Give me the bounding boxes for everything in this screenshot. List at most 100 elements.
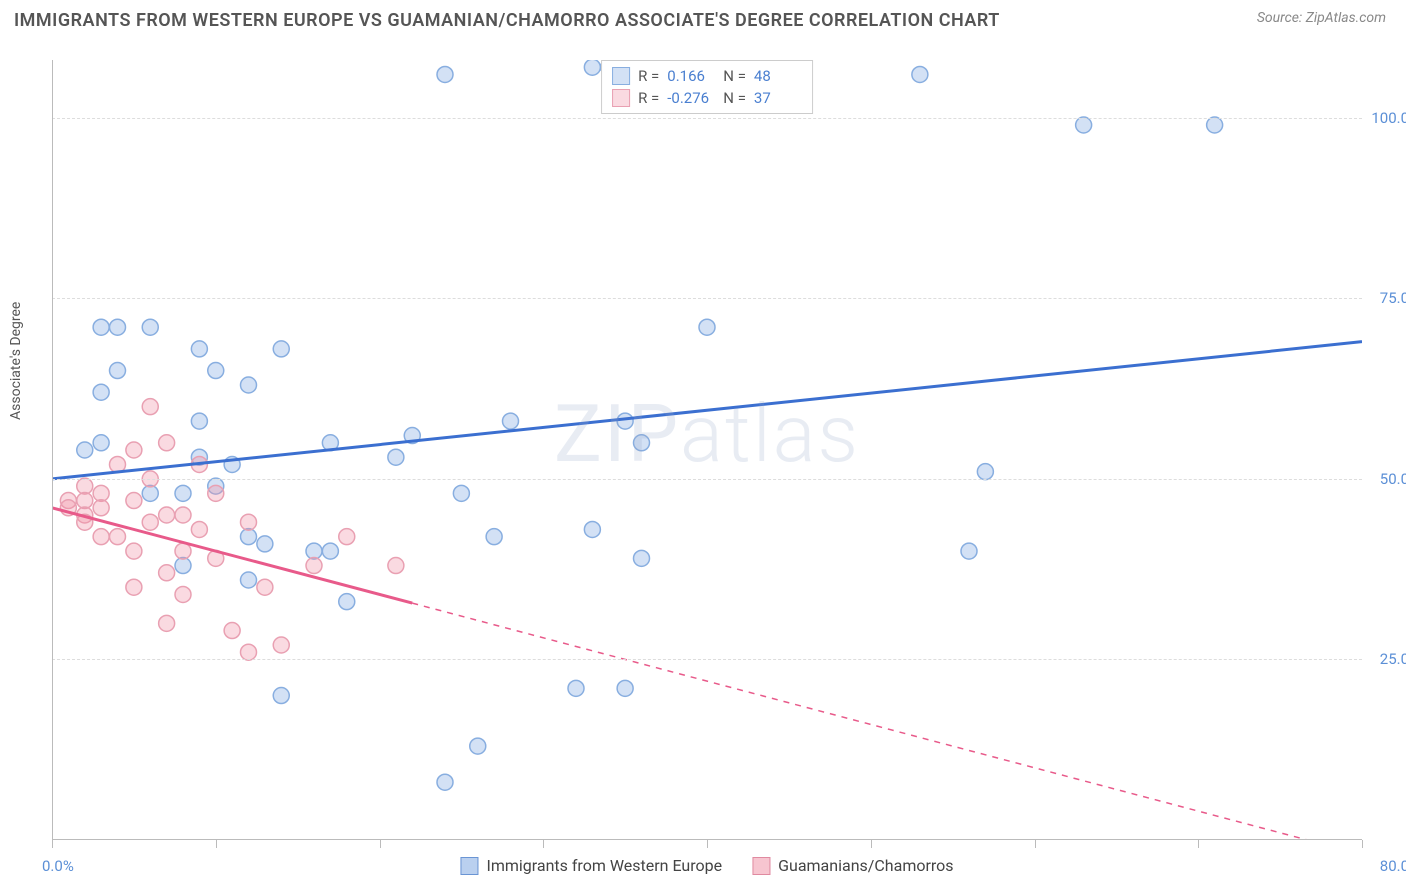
data-point <box>191 341 207 357</box>
data-point <box>339 529 355 545</box>
x-tick <box>1035 840 1036 848</box>
data-point <box>339 594 355 610</box>
data-point <box>142 319 158 335</box>
gridline <box>52 479 1362 480</box>
y-tick-label: 100.0% <box>1371 109 1406 127</box>
y-tick-label: 50.0% <box>1380 470 1406 488</box>
legend-swatch <box>612 89 630 107</box>
x-max-label: 80.0% <box>1380 857 1406 875</box>
data-point <box>191 413 207 429</box>
legend-swatch <box>460 857 478 875</box>
data-point <box>241 514 257 530</box>
data-point <box>175 507 191 523</box>
data-point <box>584 521 600 537</box>
data-point <box>93 485 109 501</box>
legend-swatch <box>612 67 630 85</box>
x-tick <box>52 840 53 848</box>
data-point <box>273 688 289 704</box>
n-label: N = <box>723 67 746 85</box>
data-point <box>241 529 257 545</box>
data-point <box>634 435 650 451</box>
data-point <box>93 500 109 516</box>
y-axis-line <box>52 60 53 840</box>
legend-swatch <box>752 857 770 875</box>
data-point <box>208 363 224 379</box>
data-point <box>306 558 322 574</box>
data-point <box>388 558 404 574</box>
data-point <box>159 507 175 523</box>
data-point <box>453 485 469 501</box>
data-point <box>322 543 338 559</box>
r-label: R = <box>638 89 659 107</box>
data-point <box>159 435 175 451</box>
data-point <box>388 449 404 465</box>
x-tick <box>380 840 381 848</box>
data-point <box>175 485 191 501</box>
x-tick <box>1362 840 1363 848</box>
r-value: -0.276 <box>667 89 715 107</box>
x-tick <box>1198 840 1199 848</box>
data-point <box>126 493 142 509</box>
data-point <box>257 536 273 552</box>
data-point <box>159 565 175 581</box>
y-tick-label: 75.0% <box>1380 289 1406 307</box>
data-point <box>110 363 126 379</box>
data-point <box>93 384 109 400</box>
data-point <box>617 413 633 429</box>
gridline <box>52 298 1362 299</box>
data-point <box>175 543 191 559</box>
y-axis-label: Associate's Degree <box>8 302 24 420</box>
data-point <box>470 738 486 754</box>
trend-line <box>52 508 412 603</box>
legend-label: Guamanians/Chamorros <box>778 856 953 875</box>
data-point <box>503 413 519 429</box>
y-tick-label: 25.0% <box>1380 650 1406 668</box>
data-point <box>486 529 502 545</box>
data-point <box>437 66 453 82</box>
trend-line-extrapolated <box>412 603 1362 840</box>
data-point <box>241 377 257 393</box>
data-point <box>191 521 207 537</box>
data-point <box>93 529 109 545</box>
x-tick <box>871 840 872 848</box>
data-point <box>224 623 240 639</box>
source-label: Source: ZipAtlas.com <box>1257 10 1386 26</box>
data-point <box>977 464 993 480</box>
data-point <box>912 66 928 82</box>
scatter-plot <box>52 60 1362 840</box>
legend-row: R =-0.276N =37 <box>612 87 802 109</box>
series-legend: Immigrants from Western Europe Guamanians… <box>460 856 953 875</box>
n-value: 37 <box>754 89 802 107</box>
data-point <box>110 529 126 545</box>
r-value: 0.166 <box>667 67 715 85</box>
data-point <box>126 543 142 559</box>
x-origin-label: 0.0% <box>42 857 74 875</box>
legend-item: Immigrants from Western Europe <box>460 856 722 875</box>
data-point <box>93 435 109 451</box>
data-point <box>77 493 93 509</box>
legend-row: R = 0.166 N = 48 <box>612 65 802 87</box>
data-point <box>241 572 257 588</box>
data-point <box>273 637 289 653</box>
n-value: 48 <box>754 67 802 85</box>
trend-line <box>52 342 1362 479</box>
data-point <box>1207 117 1223 133</box>
x-tick <box>216 840 217 848</box>
data-point <box>142 514 158 530</box>
legend-label: Immigrants from Western Europe <box>486 856 722 875</box>
data-point <box>159 615 175 631</box>
data-point <box>77 478 93 494</box>
data-point <box>142 399 158 415</box>
data-point <box>634 550 650 566</box>
chart-title: IMMIGRANTS FROM WESTERN EUROPE VS GUAMAN… <box>14 10 1000 31</box>
chart-area: ZIPatlas R =0.166N =48R =-0.276N =37 Imm… <box>52 60 1362 840</box>
data-point <box>126 579 142 595</box>
data-point <box>77 442 93 458</box>
correlation-legend: R =0.166N =48R =-0.276N =37 <box>601 60 813 114</box>
data-point <box>273 341 289 357</box>
r-label: R = <box>638 67 659 85</box>
gridline <box>52 659 1362 660</box>
data-point <box>306 543 322 559</box>
data-point <box>699 319 715 335</box>
data-point <box>1076 117 1092 133</box>
